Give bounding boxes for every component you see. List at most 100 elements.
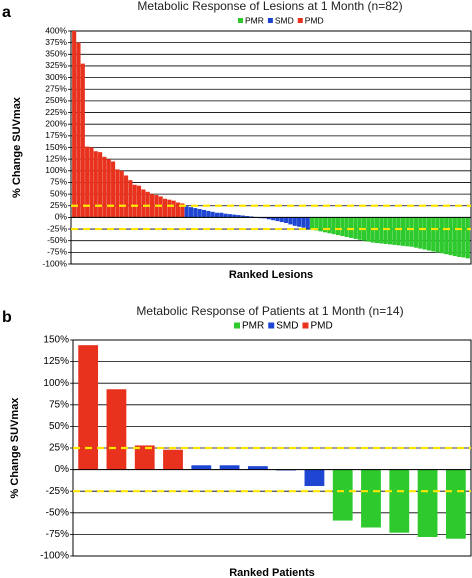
bar-smd-4 — [197, 209, 202, 218]
bar-pmr-14 — [366, 217, 371, 242]
y-tick-label: 175% — [45, 130, 67, 140]
y-tick-label: -25% — [46, 486, 69, 497]
legend-swatch-pmd — [297, 18, 303, 23]
bar-pmr-4 — [417, 469, 438, 537]
bar-pmr-16 — [374, 217, 380, 244]
bar-smd-3 — [247, 466, 268, 470]
bar-smd-8 — [214, 212, 219, 218]
bar-pmd-4 — [163, 449, 183, 470]
bar-smd-28 — [301, 217, 306, 228]
y-tick-label: 375% — [45, 37, 67, 47]
bar-pmr-5 — [327, 217, 332, 234]
y-tick-label: 75% — [50, 177, 67, 187]
bar-smd-27 — [297, 217, 302, 227]
bar-pmd-11 — [115, 169, 120, 218]
bar-pmd-5 — [89, 147, 94, 218]
bar-smd-29 — [305, 217, 310, 229]
legend-label-pmd: PMD — [305, 15, 324, 25]
bar-pmd-16 — [136, 185, 142, 218]
bar-pmr-9 — [344, 217, 349, 237]
bar-pmr-7 — [335, 217, 341, 236]
y-tick-label: 0% — [55, 212, 68, 222]
bar-pmr-23 — [405, 217, 410, 247]
legend-label-pmr: PMR — [245, 15, 264, 25]
bar-smd-14 — [240, 215, 245, 218]
bar-pmd-9 — [106, 159, 111, 218]
panel-label: b — [2, 309, 12, 326]
bar-smd-1 — [191, 465, 212, 470]
bar-pmr-2 — [361, 469, 381, 528]
y-tick-label: -50% — [46, 507, 69, 518]
legend-label-smd: SMD — [276, 321, 298, 332]
chart-title: Metabolic Response of Patients at 1 Mont… — [136, 304, 403, 318]
bar-pmr-10 — [348, 217, 354, 238]
bar-pmd-22 — [162, 198, 168, 218]
x-axis-label: Ranked Patients — [229, 567, 315, 578]
bar-pmd-7 — [98, 152, 103, 218]
bar-smd-2 — [219, 465, 240, 470]
y-tick-label: 50% — [50, 188, 67, 198]
bar-pmd-17 — [141, 189, 146, 218]
bar-pmr-31 — [439, 217, 444, 254]
legend-swatch-pmr — [238, 18, 243, 23]
bar-smd-21 — [271, 217, 276, 221]
y-axis-label: % Change SUVmax — [11, 96, 23, 198]
bar-smd-22 — [275, 217, 280, 222]
bar-pmd-18 — [145, 191, 150, 218]
bar-pmr-2 — [314, 217, 319, 231]
bar-smd-23 — [279, 217, 284, 223]
panel-label: a — [2, 4, 11, 21]
y-tick-label: 250% — [45, 95, 67, 105]
y-tick-label: 50% — [49, 421, 69, 432]
bar-pmd-8 — [102, 156, 107, 218]
y-tick-label: 200% — [45, 118, 67, 128]
y-tick-label: 125% — [45, 153, 67, 163]
bar-smd-9 — [219, 212, 224, 218]
bar-pmr-37 — [465, 217, 470, 259]
legend-swatch-smd — [268, 322, 275, 329]
bar-pmd-2 — [106, 389, 127, 470]
bar-pmd-19 — [149, 194, 155, 218]
bar-pmr-35 — [457, 217, 462, 258]
bar-smd-6 — [206, 210, 211, 218]
bar-pmd-1 — [72, 31, 77, 218]
bar-pmr-32 — [444, 217, 449, 255]
bar-pmr-11 — [353, 217, 358, 239]
bar-pmd-6 — [93, 151, 98, 218]
y-tick-label: -100% — [42, 258, 67, 268]
y-tick-label: -100% — [40, 551, 69, 562]
y-tick-label: 125% — [43, 356, 69, 367]
y-tick-label: 25% — [49, 443, 69, 454]
legend-swatch-pmr — [234, 322, 240, 329]
bar-pmr-29 — [431, 217, 436, 252]
bar-smd-5 — [201, 209, 207, 218]
bar-pmr-1 — [332, 469, 353, 521]
y-tick-label: -75% — [47, 247, 67, 257]
y-tick-label: 225% — [45, 107, 67, 117]
bar-pmd-4 — [85, 146, 90, 218]
legend-label-pmd: PMD — [310, 321, 332, 332]
chart-panel-b: b Metabolic Response of Patients at 1 Mon… — [2, 304, 472, 578]
y-axis-label: % Change SUVmax — [9, 397, 21, 499]
legend-label-pmr: PMR — [242, 321, 264, 332]
y-tick-label: 275% — [45, 84, 67, 94]
bar-pmr-21 — [396, 217, 401, 246]
chart-panel-a: a Metabolic Response of Lesions at 1 Mont… — [2, 0, 472, 281]
bar-smd-1 — [184, 206, 189, 218]
y-tick-label: 25% — [50, 200, 67, 210]
bar-pmd-15 — [132, 184, 137, 218]
bar-pmr-20 — [392, 217, 397, 245]
bar-pmr-24 — [409, 217, 414, 247]
bar-smd-10 — [223, 213, 228, 218]
bar-pmd-26 — [180, 203, 185, 218]
bar-smd-2 — [188, 207, 194, 218]
y-tick-label: 325% — [45, 60, 67, 70]
bar-pmd-23 — [167, 199, 172, 218]
y-tick-label: 0% — [55, 464, 70, 475]
bar-pmd-14 — [128, 180, 133, 218]
legend-swatch-pmd — [302, 322, 309, 329]
y-tick-label: 100% — [45, 165, 67, 175]
y-tick-label: -25% — [47, 223, 67, 233]
y-tick-label: 150% — [45, 142, 67, 152]
